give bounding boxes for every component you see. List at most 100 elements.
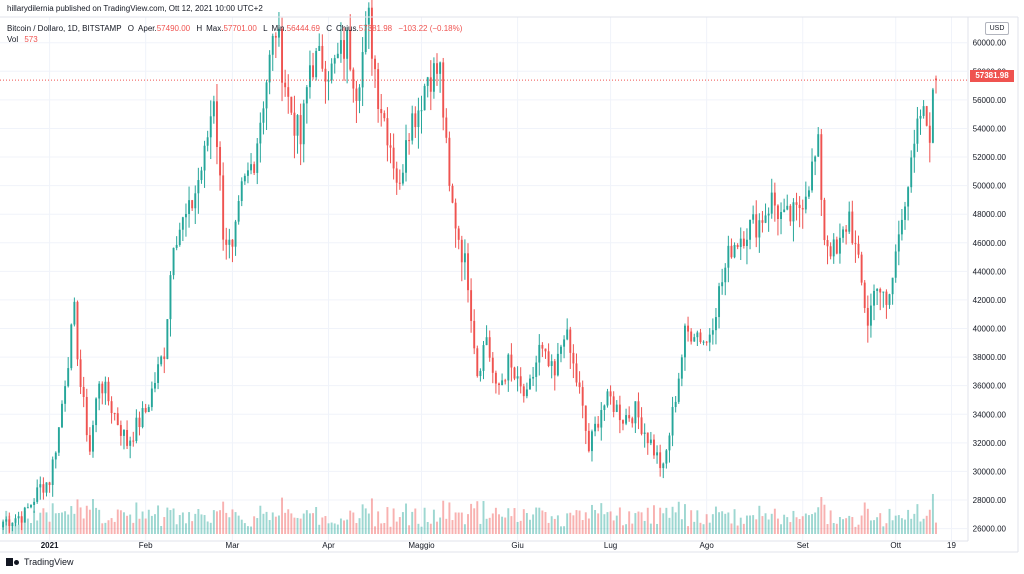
candle-body	[76, 301, 79, 360]
currency-button[interactable]: USD	[985, 22, 1009, 35]
volume-bar	[256, 518, 259, 534]
volume-bar	[92, 499, 94, 534]
candle-body	[389, 145, 392, 148]
volume-bar	[569, 512, 572, 534]
candle-body	[622, 420, 624, 424]
volume-bar	[910, 518, 913, 534]
volume-bar	[814, 512, 817, 534]
candle-body	[721, 282, 724, 287]
time-tick-label: Giu	[511, 541, 523, 550]
brand-label: TradingView	[24, 557, 74, 567]
candle-body	[442, 62, 445, 118]
volume-bar	[882, 526, 885, 534]
candle-body	[290, 96, 293, 113]
candle-body	[463, 253, 466, 263]
candle-body	[745, 239, 748, 246]
candle-body	[377, 69, 380, 110]
ohlc-legend[interactable]: Bitcoin / Dollaro, 1D, BITSTAMP O Aper.57…	[7, 24, 466, 33]
candle-body	[820, 134, 823, 200]
candle-body	[699, 332, 702, 342]
volume-bar	[879, 513, 882, 534]
volume-bar	[302, 513, 305, 534]
volume-bar	[795, 517, 798, 534]
volume-bar	[916, 504, 919, 534]
candle-body	[8, 519, 11, 526]
volume-bar	[57, 513, 60, 534]
price-axis[interactable]: 26000.00 28000.00 30000.00 32000.00 34000.00…	[973, 39, 1007, 534]
volume-bar	[733, 509, 736, 534]
time-tick-label: Apr	[322, 541, 335, 550]
candle-body	[544, 348, 547, 352]
volume-bar	[463, 524, 466, 534]
candle-body	[346, 29, 349, 59]
price-tick-label: 38000.00	[973, 353, 1007, 362]
tradingview-footer[interactable]: TradingView	[6, 557, 74, 567]
candle-body	[414, 113, 417, 128]
volume-bar	[191, 521, 194, 534]
candle-body	[922, 106, 925, 116]
candle-body	[330, 63, 333, 81]
volume-bar	[138, 518, 141, 534]
candle-body	[11, 522, 14, 526]
volume-legend[interactable]: Vol 573	[7, 35, 42, 44]
candle-body	[395, 168, 398, 183]
volume-bar	[377, 511, 380, 534]
candle-body	[54, 452, 57, 460]
volume-bar	[73, 513, 76, 534]
volume-bar	[163, 517, 166, 534]
volume-bar	[358, 518, 361, 534]
volume-bar	[228, 517, 231, 534]
volume-bar	[45, 512, 48, 534]
candle-body	[798, 204, 801, 209]
volume-bar	[113, 521, 116, 534]
candle-body	[575, 363, 578, 383]
candle-body	[662, 463, 665, 469]
volume-bar	[829, 510, 832, 534]
volume-bar	[857, 524, 860, 534]
volume-bar	[519, 520, 522, 534]
candle-body	[17, 516, 20, 519]
candle-body	[473, 320, 476, 349]
volume-bar	[578, 510, 581, 534]
volume-bar	[411, 511, 414, 534]
candle-body	[209, 116, 212, 138]
candle-body	[150, 388, 153, 408]
volume-bar	[250, 526, 253, 534]
candle-body	[727, 245, 730, 268]
candle-body	[132, 440, 135, 442]
candle-body	[101, 383, 104, 394]
candle-body	[913, 143, 916, 158]
volume-bar	[532, 514, 535, 534]
candle-body	[33, 501, 36, 506]
volume-bar	[541, 510, 544, 534]
candle-body	[628, 415, 631, 419]
price-tick-label: 52000.00	[973, 153, 1007, 162]
volume-bar	[922, 518, 925, 534]
volume-bar	[724, 513, 727, 534]
volume-bar	[727, 512, 730, 534]
volume-bar	[900, 518, 903, 534]
volume-bar	[26, 518, 29, 534]
candle-body	[739, 238, 742, 248]
volume-bar	[730, 523, 733, 534]
volume-bar	[243, 523, 246, 534]
candle-body	[268, 54, 271, 83]
volume-bar	[374, 526, 376, 534]
candle-body	[811, 161, 813, 191]
volume-bar	[680, 519, 683, 534]
price-tick-label: 36000.00	[973, 382, 1007, 391]
volume-bar	[88, 509, 91, 534]
candle-body	[752, 214, 755, 220]
candle-body	[656, 452, 659, 456]
candle-body	[64, 386, 67, 404]
volume-bar	[761, 516, 764, 534]
time-axis[interactable]: 2021 Feb Mar Apr Maggio Giu Lug Ago Set Ott 19	[41, 541, 957, 550]
volume-bar	[460, 512, 463, 534]
price-tick-label: 50000.00	[973, 182, 1007, 191]
symbol-label[interactable]: Bitcoin / Dollaro, 1D, BITSTAMP	[7, 24, 122, 33]
open-value: 57490.00	[156, 24, 191, 33]
volume-bar	[352, 512, 355, 534]
volume-bar	[361, 504, 364, 534]
time-tick-label: Mar	[226, 541, 240, 550]
